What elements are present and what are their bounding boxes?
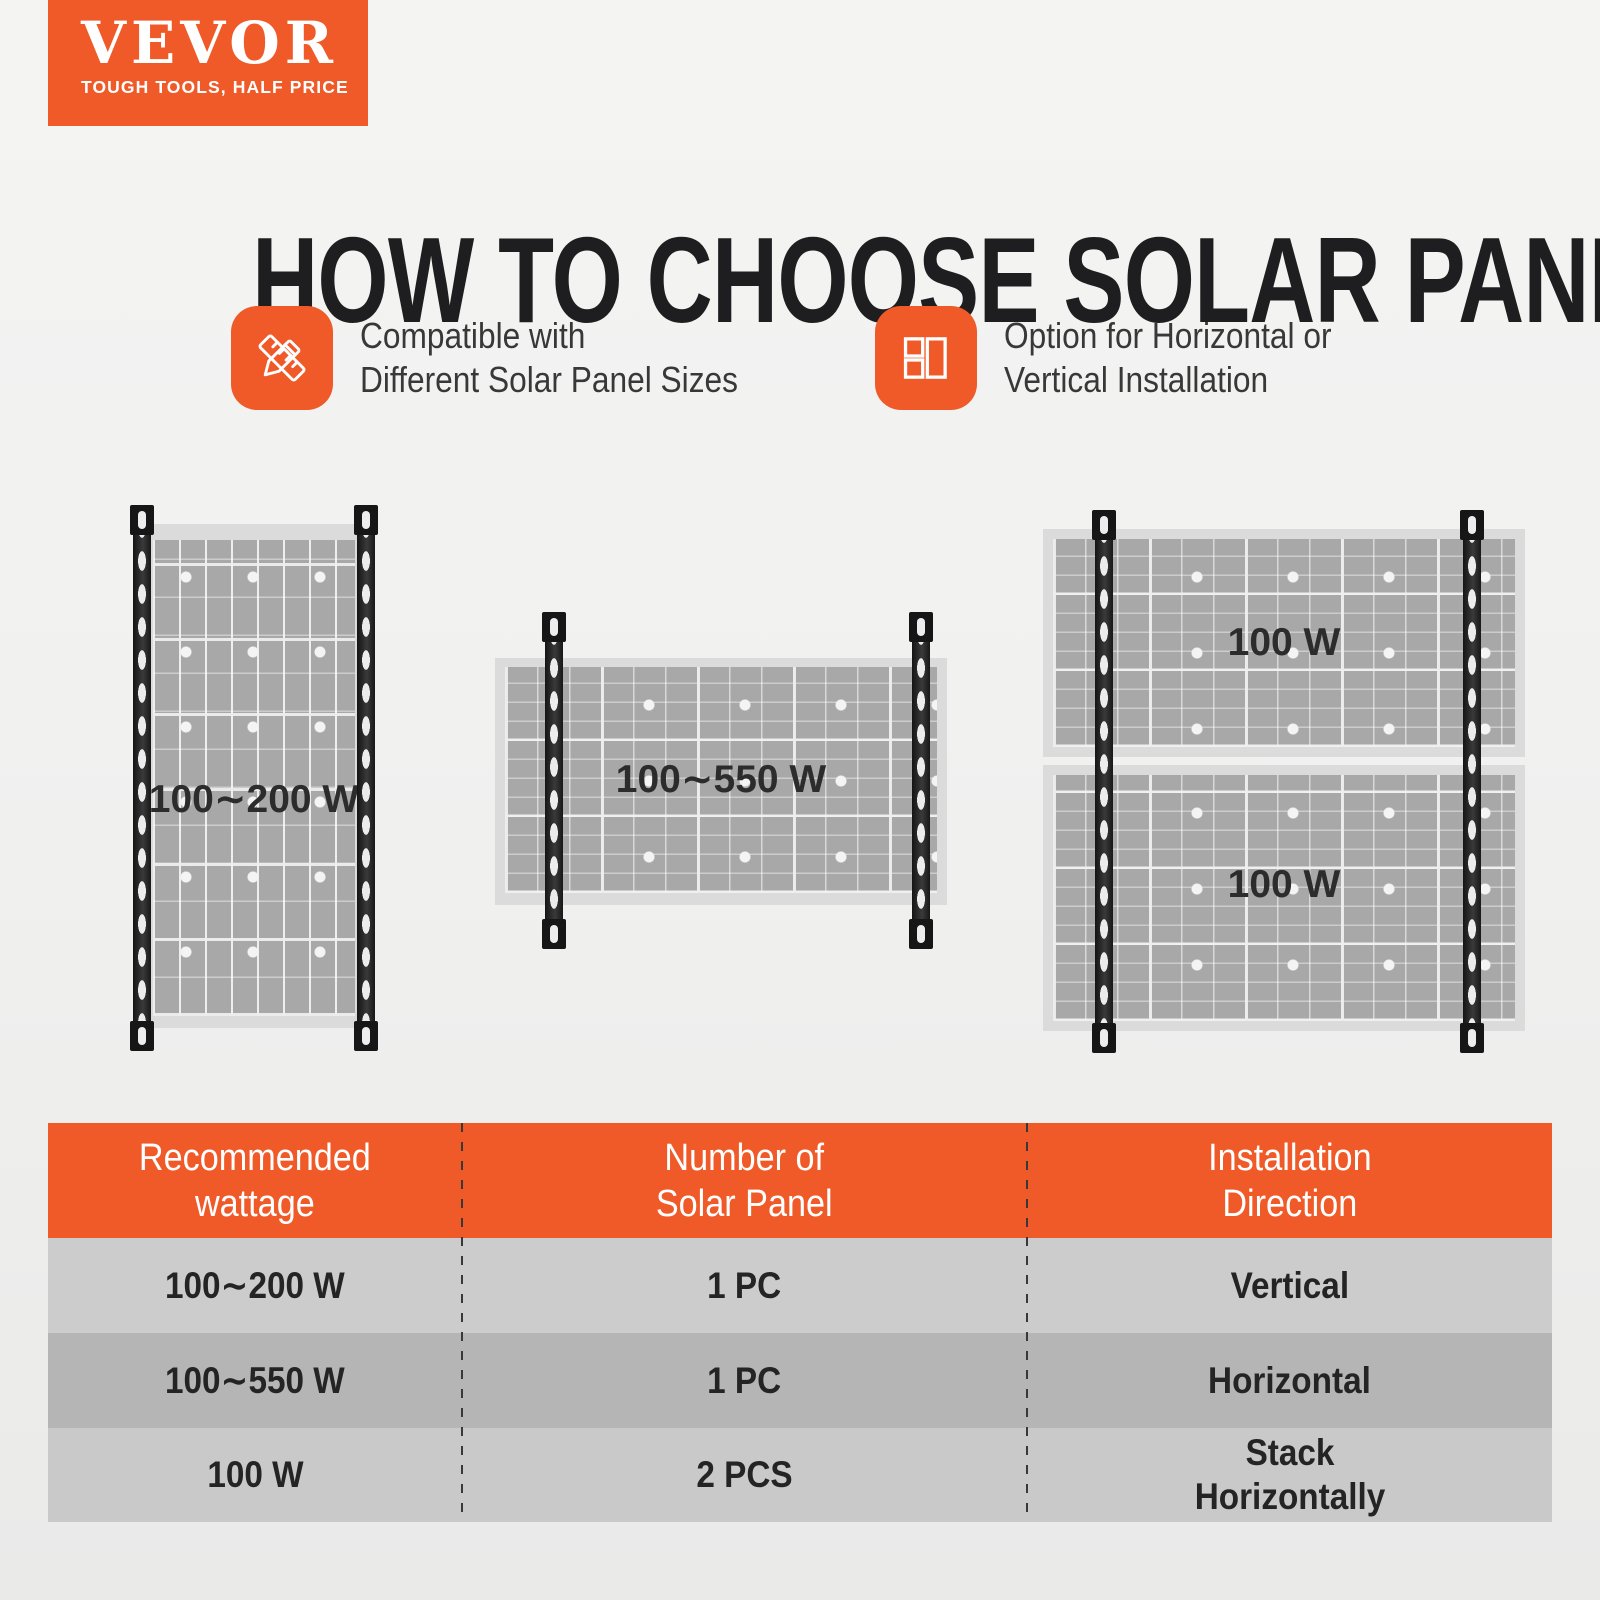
- mounting-bracket-left: [1092, 510, 1116, 1053]
- cell-direction: Vertical: [1230, 1264, 1349, 1306]
- cell-quantity: 2 PCS: [696, 1454, 793, 1495]
- column-divider: [461, 1123, 463, 1522]
- feature-compatible-sizes: Compatible with Different Solar Panel Si…: [231, 306, 790, 410]
- vevor-wordmark: VEVOR: [81, 9, 338, 77]
- mounting-bracket-right: [354, 505, 378, 1051]
- feature-install-direction: Option for Horizontal or Vertical Instal…: [875, 306, 1376, 410]
- cell-direction: Horizontal: [1208, 1359, 1371, 1401]
- vertical-panel-diagram: 100∼200 W: [130, 505, 378, 1051]
- cell-quantity: 1 PC: [707, 1359, 782, 1401]
- stacked-panels-diagram: 100 W 100 W: [1043, 510, 1525, 1053]
- horizontal-panel-diagram: 100∼550 W: [495, 612, 947, 949]
- feature-line: Vertical Installation: [1004, 359, 1269, 400]
- panel-wattage-label: 100 W: [1227, 863, 1341, 906]
- mounting-bracket-right: [909, 612, 933, 949]
- ruler-pencil-icon: [231, 306, 333, 410]
- panel-wattage-label: 100∼550 W: [615, 758, 827, 801]
- solar-panel-bottom: [1053, 775, 1515, 1021]
- feature-line: Compatible with: [360, 315, 586, 356]
- cell-wattage: 100∼200 W: [165, 1264, 345, 1306]
- spec-table: Recommended wattage Number of Solar Pane…: [48, 1123, 1552, 1522]
- header-recommended-wattage: Recommended wattage: [139, 1136, 371, 1225]
- column-divider: [1026, 1123, 1028, 1522]
- spec-table-header-row: Recommended wattage Number of Solar Pane…: [48, 1123, 1552, 1238]
- panel-wattage-label: 100 W: [1227, 621, 1341, 664]
- spec-table-row: 100 W 2 PCS Stack Horizontally: [48, 1428, 1552, 1522]
- spec-table-row: 100∼200 W 1 PC Vertical: [48, 1238, 1552, 1333]
- mounting-bracket-left: [542, 612, 566, 949]
- feature-install-direction-text: Option for Horizontal or Vertical Instal…: [1004, 314, 1332, 402]
- cell-wattage: 100 W: [206, 1454, 304, 1495]
- spec-table-row: 100∼550 W 1 PC Horizontal: [48, 1333, 1552, 1428]
- panel-wattage-label: 100∼200 W: [148, 778, 360, 821]
- vevor-logo: VEVOR TOUGH TOOLS, HALF PRICE: [48, 0, 368, 126]
- solar-panel-vertical: [153, 540, 355, 1016]
- mounting-bracket-right: [1460, 510, 1484, 1053]
- layout-grid-icon: [875, 306, 977, 410]
- header-installation-direction: Installation Direction: [1207, 1136, 1372, 1225]
- feature-line: Different Solar Panel Sizes: [360, 359, 739, 400]
- mounting-bracket-left: [130, 505, 154, 1051]
- cell-direction: Stack Horizontally: [1194, 1432, 1385, 1517]
- cell-quantity: 1 PC: [707, 1264, 782, 1306]
- feature-compatible-sizes-text: Compatible with Different Solar Panel Si…: [360, 314, 738, 402]
- feature-line: Option for Horizontal or: [1004, 315, 1332, 356]
- solar-panel-horizontal: [505, 667, 937, 893]
- header-number-of-panels: Number of Solar Panel: [656, 1136, 833, 1225]
- vevor-tagline: TOUGH TOOLS, HALF PRICE: [81, 77, 349, 97]
- cell-wattage: 100∼550 W: [165, 1359, 345, 1401]
- solar-panel-top: [1053, 539, 1515, 747]
